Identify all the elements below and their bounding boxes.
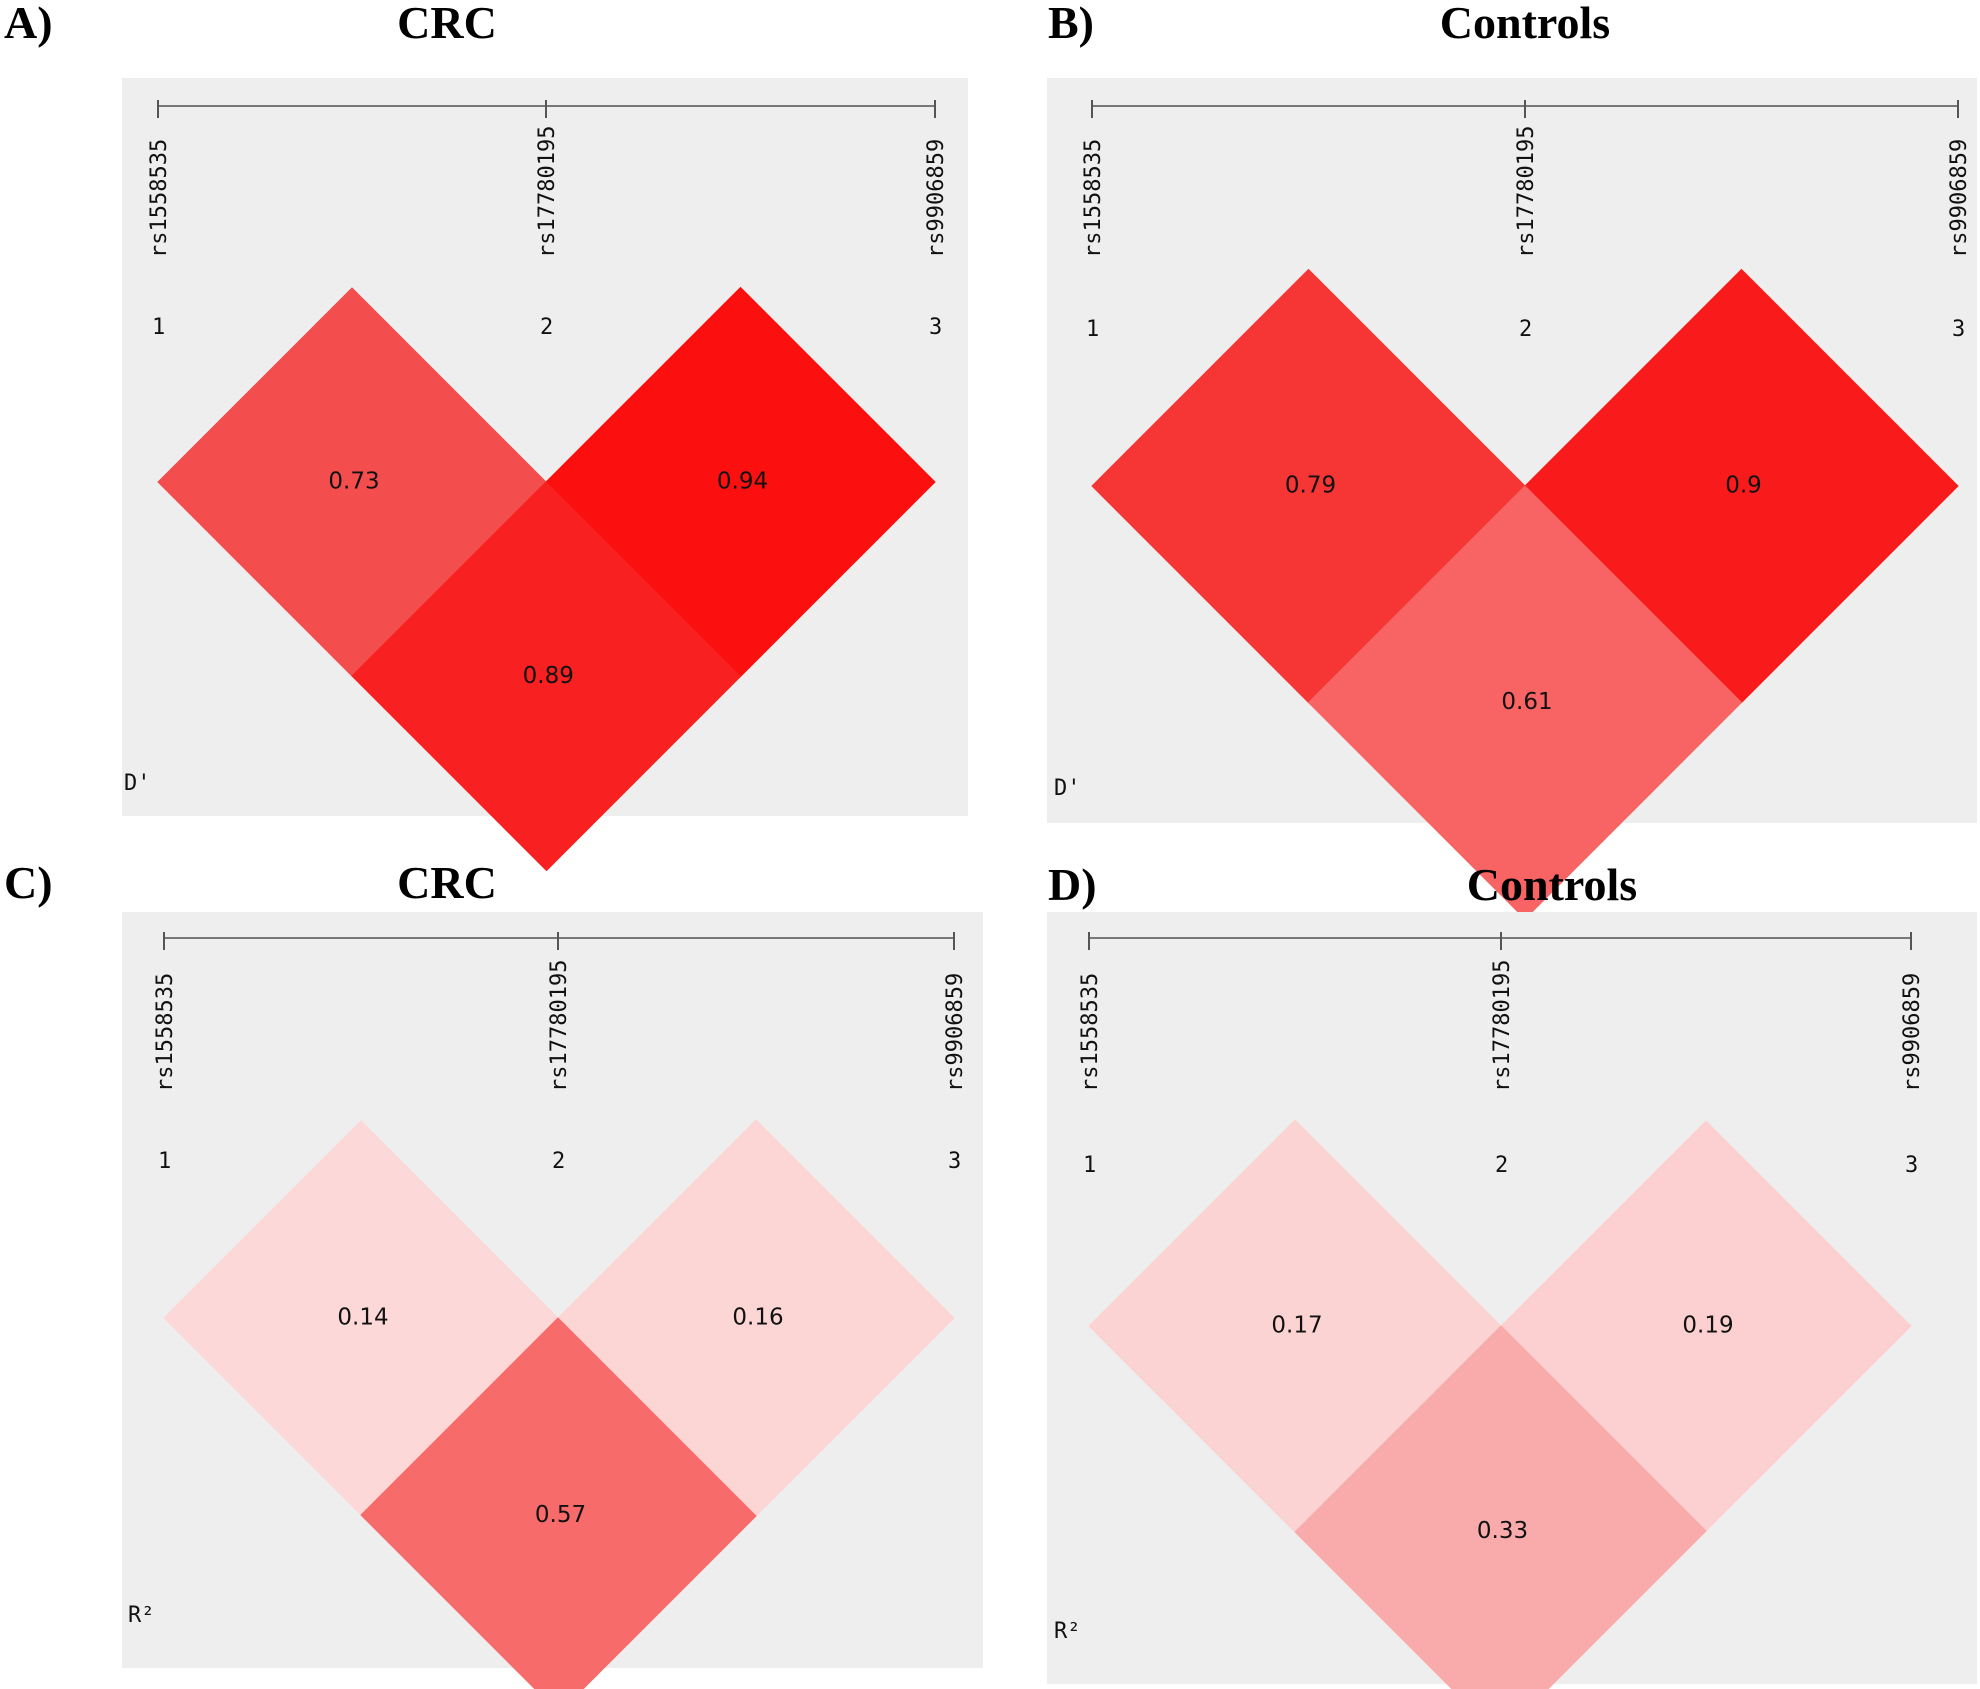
marker-name-label: rs17780195: [547, 960, 572, 1092]
panel-b-title: Controls: [1439, 0, 1611, 48]
marker-number-label: 1: [1083, 1153, 1096, 1178]
marker-name-label: rs9906859: [924, 139, 949, 258]
ld-value-label: 0.73: [328, 469, 379, 495]
marker-number-label: 3: [929, 315, 942, 340]
marker-name-label: rs1558535: [147, 139, 172, 258]
marker-number-label: 3: [1952, 317, 1965, 342]
marker-name-label: rs17780195: [1490, 960, 1515, 1092]
marker-number-label: 1: [152, 315, 165, 340]
panel-d-label: D): [1048, 859, 1097, 910]
metric-label: D': [124, 771, 151, 796]
ld-value-label: 0.61: [1501, 689, 1552, 715]
ld-cell-1-3: [360, 1317, 757, 1689]
marker-name-label: rs1558535: [1078, 973, 1103, 1092]
marker-number-label: 2: [552, 1149, 565, 1174]
marker-name-label: rs1558535: [153, 973, 178, 1092]
marker-name-label: rs9906859: [943, 973, 968, 1092]
ld-value-label: 0.89: [523, 663, 574, 689]
ld-value-label: 0.14: [337, 1305, 388, 1331]
marker-name-label: rs17780195: [1514, 126, 1539, 258]
ld-value-label: 0.94: [717, 469, 768, 495]
ld-value-label: 0.79: [1285, 473, 1336, 499]
marker-name-label: rs9906859: [1947, 139, 1972, 258]
metric-label: R²: [128, 1603, 155, 1628]
marker-number-label: 2: [1519, 317, 1532, 342]
marker-number-label: 2: [1495, 1153, 1508, 1178]
ld-value-label: 0.9: [1725, 473, 1762, 499]
ld-value-label: 0.19: [1682, 1313, 1733, 1339]
marker-name-label: rs9906859: [1900, 973, 1925, 1092]
ld-cell-1-3: [351, 481, 742, 872]
marker-number-label: 1: [158, 1149, 171, 1174]
metric-label: D': [1054, 776, 1081, 801]
panel-a-label: A): [4, 0, 53, 48]
ld-value-label: 0.17: [1271, 1313, 1322, 1339]
marker-name-label: rs1558535: [1081, 139, 1106, 258]
marker-number-label: 3: [948, 1149, 961, 1174]
panel-c-title: CRC: [397, 857, 497, 908]
marker-number-label: 3: [1905, 1153, 1918, 1178]
ld-cell-1-3: [1294, 1325, 1707, 1689]
marker-name-label: rs17780195: [535, 126, 560, 258]
panel-d-title: Controls: [1466, 859, 1638, 910]
panel-b-label: B): [1048, 0, 1094, 48]
marker-number-label: 2: [540, 315, 553, 340]
metric-label: R²: [1054, 1619, 1081, 1644]
panel-a-title: CRC: [397, 0, 497, 48]
ld-value-label: 0.33: [1477, 1518, 1528, 1544]
panel-c-label: C): [4, 857, 53, 908]
ld-value-label: 0.16: [732, 1305, 783, 1331]
ld-value-label: 0.57: [535, 1502, 586, 1528]
marker-number-label: 1: [1086, 317, 1099, 342]
